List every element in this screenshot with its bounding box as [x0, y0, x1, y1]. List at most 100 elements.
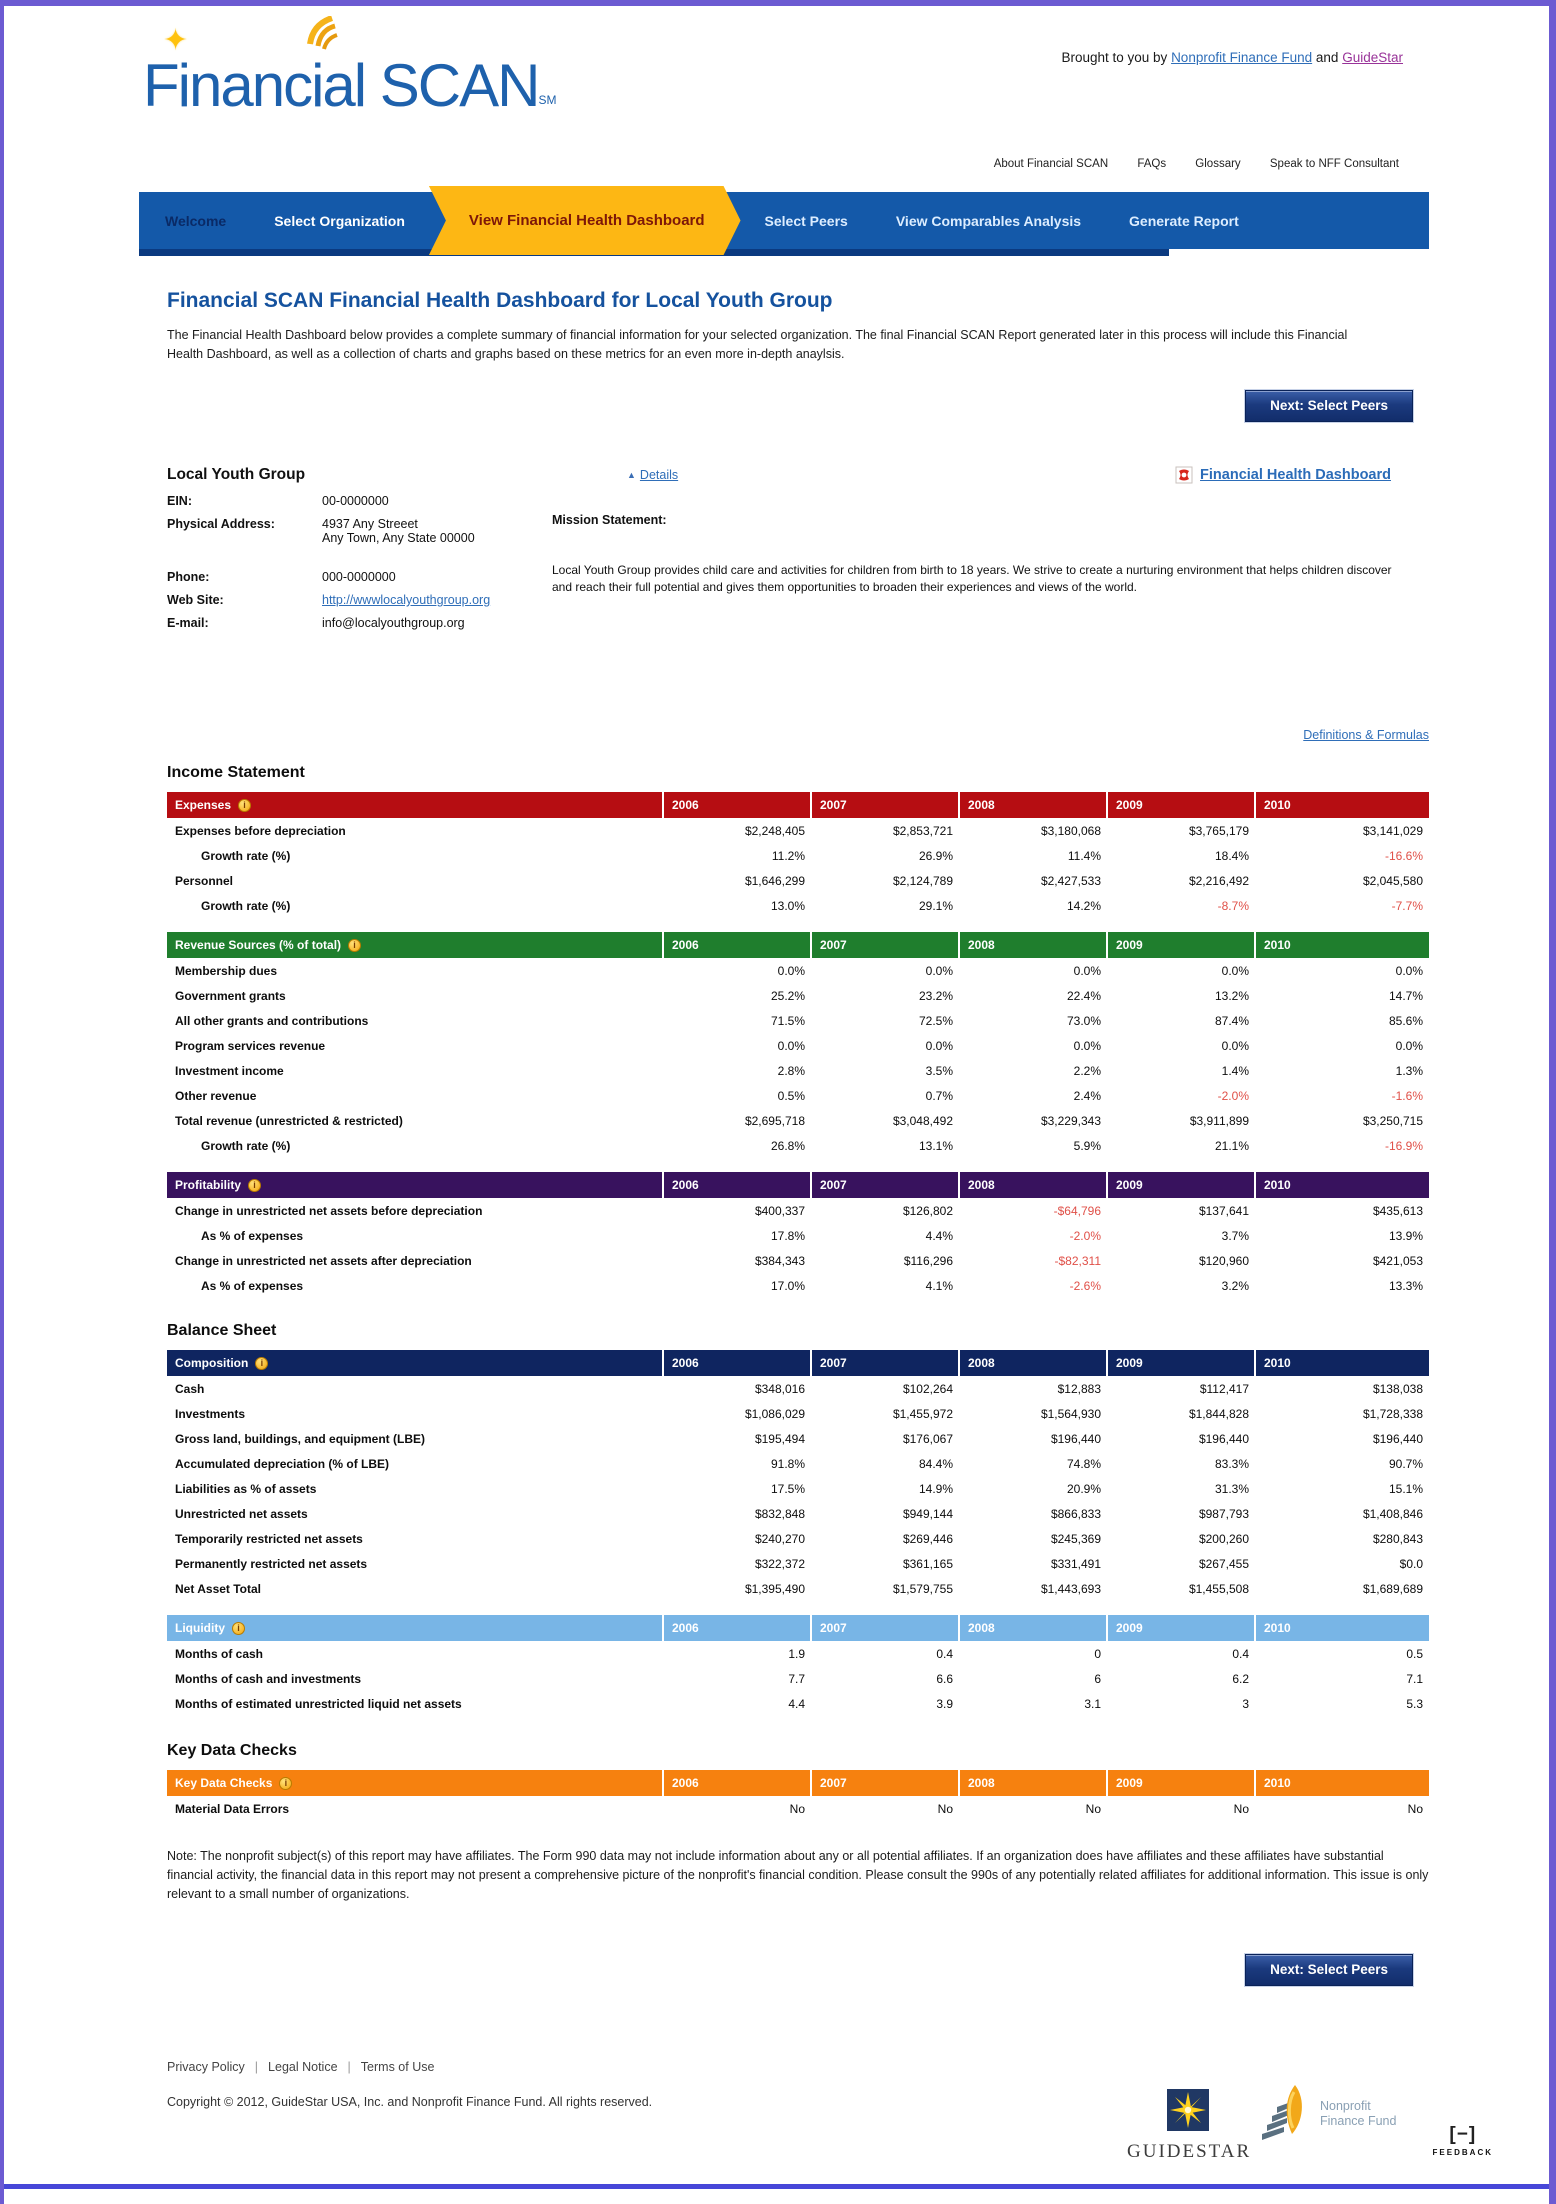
info-icon[interactable]: i [238, 798, 252, 812]
info-icon[interactable]: i [248, 1178, 262, 1192]
value-cell: 3.5% [925, 1063, 953, 1078]
value-cell: 85.6% [1388, 1013, 1423, 1028]
value-cell: $3,141,029 [1362, 823, 1423, 838]
email-value: info@localyouthgroup.org [322, 616, 465, 630]
table-row: Months of estimated unrestricted liquid … [167, 1691, 1429, 1716]
feedback-widget[interactable]: [−] FEEDBACK [1433, 2124, 1493, 2157]
address-value: 4937 Any Streeet Any Town, Any State 0000… [322, 517, 475, 545]
year-column-header: 2009 [1106, 792, 1254, 818]
nav-generate-report[interactable]: Generate Report [1129, 212, 1239, 229]
financial-health-dashboard-pdf-link[interactable]: Financial Health Dashboard [1175, 466, 1391, 484]
value-cell: No [1085, 1801, 1101, 1816]
pdf-icon [1175, 466, 1193, 484]
year-column-header: 2007 [810, 932, 958, 958]
glossary-link[interactable]: Glossary [1195, 158, 1241, 170]
about-financial-scan-link[interactable]: About Financial SCAN [993, 158, 1109, 170]
value-cell: $3,765,179 [1188, 823, 1249, 838]
value-cell: 4.1% [925, 1278, 953, 1293]
value-cell: 23.2% [918, 988, 953, 1003]
value-cell: $0.0 [1399, 1556, 1423, 1571]
value-cell: 17.5% [770, 1481, 805, 1496]
faqs-link[interactable]: FAQs [1137, 158, 1167, 170]
nav-select-organization[interactable]: Select Organization [274, 212, 405, 229]
nav-select-peers[interactable]: Select Peers [764, 212, 848, 229]
financial-scan-logo: ✦ Financial SCANSM [143, 16, 557, 116]
value-cell: 7.7 [788, 1671, 805, 1686]
year-column-header: 2009 [1106, 932, 1254, 958]
value-cell: 6 [1094, 1671, 1101, 1686]
privacy-policy-link[interactable]: Privacy Policy [167, 2060, 245, 2074]
nonprofit-finance-fund-link[interactable]: Nonprofit Finance Fund [1171, 50, 1313, 65]
year-column-header: 2010 [1254, 1770, 1429, 1796]
value-cell: 87.4% [1214, 1013, 1249, 1028]
value-cell: 13.2% [1214, 988, 1249, 1003]
value-cell: 0.0% [1221, 963, 1249, 978]
info-icon[interactable]: i [348, 938, 362, 952]
table-row: Months of cash 1.9 0.4 0 0.4 0.5 [167, 1641, 1429, 1666]
value-cell: 83.3% [1214, 1456, 1249, 1471]
table-row: Months of cash and investments 7.7 6.6 6 6.2… [167, 1666, 1429, 1691]
speak-to-nff-consultant-link[interactable]: Speak to NFF Consultant [1269, 158, 1399, 170]
value-cell: $435,613 [1372, 1203, 1423, 1218]
value-cell: -1.6% [1391, 1088, 1423, 1103]
details-toggle[interactable]: ▲ Details [627, 468, 679, 482]
info-icon[interactable]: i [255, 1356, 269, 1370]
table-title: Revenue Sources (% of total) i [167, 932, 662, 958]
value-cell: $987,793 [1198, 1506, 1249, 1521]
page-title: Financial SCAN Financial Health Dashboar… [167, 289, 833, 312]
value-cell: 0.0% [925, 963, 953, 978]
value-cell: 0.0% [777, 1038, 805, 1053]
table-row: Change in unrestricted net assets after … [167, 1248, 1429, 1273]
next-select-peers-button[interactable]: Next: Select Peers [1245, 390, 1413, 422]
value-cell: -2.0% [1217, 1088, 1249, 1103]
value-cell: 20.9% [1066, 1481, 1101, 1496]
organization-summary: Local Youth Group EIN: 00-0000000 Physic… [167, 466, 1429, 662]
value-cell: 7.1 [1406, 1671, 1423, 1686]
value-cell: 14.7% [1388, 988, 1423, 1003]
year-column-header: 2006 [662, 932, 810, 958]
next-select-peers-button-bottom[interactable]: Next: Select Peers [1245, 1954, 1413, 1986]
table-row: Growth rate (%) 11.2% 26.9% 11.4% 18.4% -16.6… [167, 843, 1429, 868]
row-label: Cash [175, 1381, 205, 1396]
logo-sm: SM [538, 93, 557, 107]
info-icon[interactable]: i [232, 1621, 245, 1635]
nav-view-comparables-analysis[interactable]: View Comparables Analysis [895, 212, 1082, 229]
value-cell: 0 [1094, 1646, 1101, 1661]
website-link[interactable]: http://wwwlocalyouthgroup.org [322, 593, 491, 607]
legal-notice-link[interactable]: Legal Notice [268, 2060, 338, 2074]
top-button-row: Next: Select Peers [167, 390, 1429, 422]
website-label: Web Site: [167, 593, 224, 607]
nav-view-financial-health-dashboard[interactable]: View Financial Health Dashboard [429, 186, 741, 255]
phone-value: 000-0000000 [322, 570, 396, 584]
key-data-checks-table: Key Data Checks i 2006 2007 2008 2009 2010 Mate… [167, 1770, 1429, 1821]
value-cell: $1,564,930 [1040, 1406, 1101, 1421]
table-row: Government grants 25.2% 23.2% 22.4% 13.2% 14.… [167, 983, 1429, 1008]
value-cell: 17.8% [770, 1228, 805, 1243]
table-header-row: Composition i 2006 2007 2008 2009 2010 [167, 1350, 1429, 1376]
value-cell: 13.1% [918, 1138, 953, 1153]
row-label: Growth rate (%) [201, 898, 291, 913]
value-cell: 6.6 [936, 1671, 953, 1686]
nav-welcome[interactable]: Welcome [165, 212, 227, 229]
value-cell: 84.4% [918, 1456, 953, 1471]
bottom-button-row: Next: Select Peers [167, 1954, 1429, 1986]
value-cell: 90.7% [1388, 1456, 1423, 1471]
affiliates-note: Note: The nonprofit subject(s) of this r… [167, 1849, 1429, 1901]
value-cell: $126,802 [902, 1203, 953, 1218]
value-cell: 0.7% [925, 1088, 953, 1103]
table-row: As % of expenses 17.8% 4.4% -2.0% 3.7% 13.9% [167, 1223, 1429, 1248]
nff-footer-logo[interactable]: Nonprofit Finance Fund [1260, 2084, 1396, 2144]
value-cell: $1,844,828 [1188, 1406, 1249, 1421]
value-cell: $269,446 [902, 1531, 953, 1546]
value-cell: 72.5% [918, 1013, 953, 1028]
row-label: All other grants and contributions [175, 1013, 369, 1028]
value-cell: No [1407, 1801, 1423, 1816]
info-icon[interactable]: i [279, 1776, 293, 1790]
guidestar-link[interactable]: GuideStar [1342, 50, 1403, 65]
row-label: Investments [175, 1406, 246, 1421]
row-label: Change in unrestricted net assets after … [175, 1253, 472, 1268]
guidestar-footer-logo[interactable]: GUIDESTAR [1127, 2088, 1249, 2163]
terms-of-use-link[interactable]: Terms of Use [360, 2060, 435, 2074]
year-column-header: 2009 [1106, 1350, 1254, 1376]
definitions-formulas-link[interactable]: Definitions & Formulas [1303, 728, 1429, 742]
